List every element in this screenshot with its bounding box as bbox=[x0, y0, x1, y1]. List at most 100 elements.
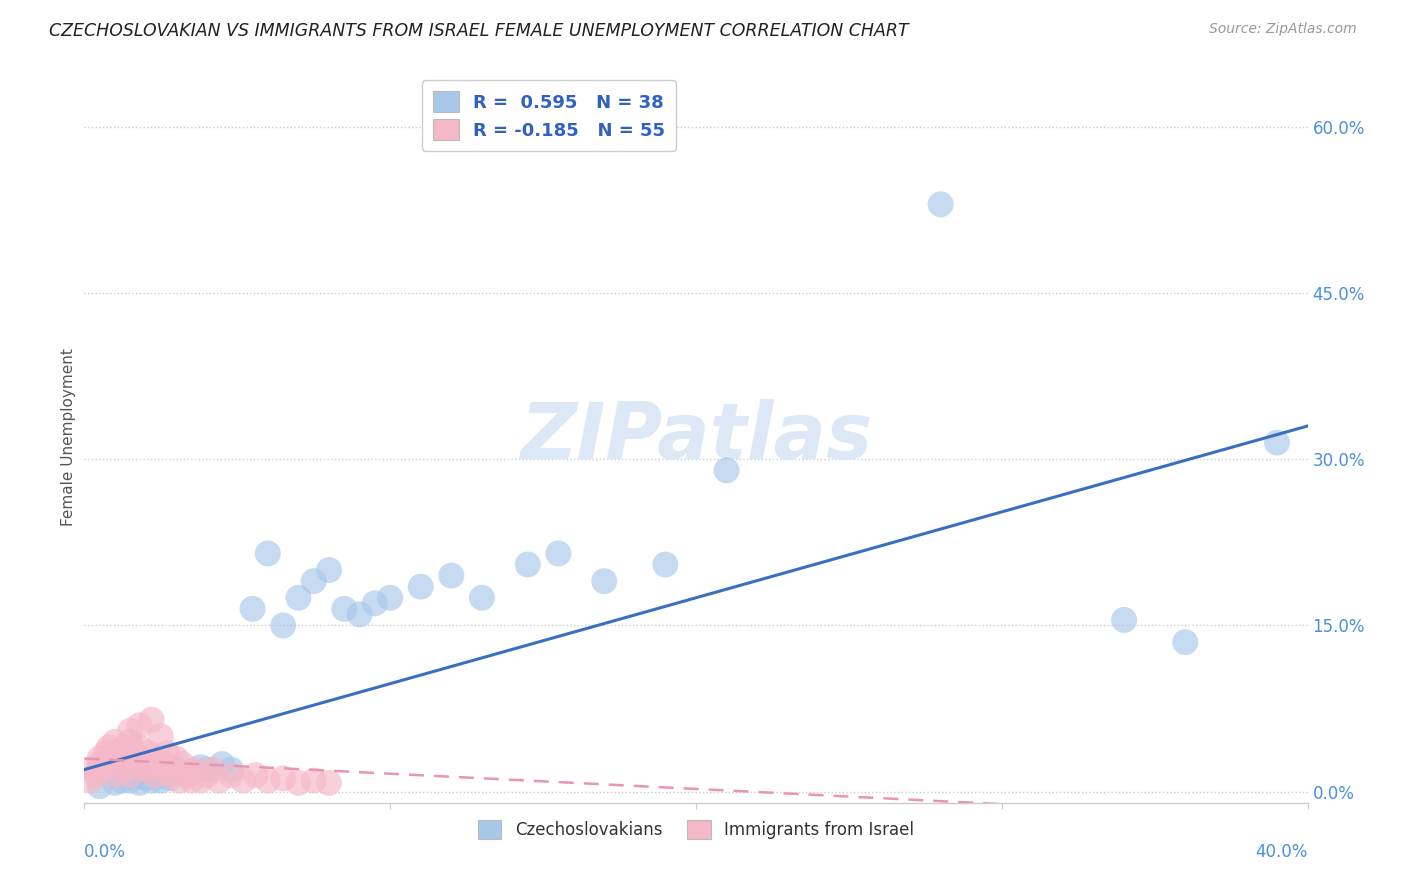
Point bbox=[91, 763, 114, 777]
Point bbox=[138, 746, 160, 760]
Text: ZIPatlas: ZIPatlas bbox=[520, 399, 872, 475]
Point bbox=[120, 735, 142, 749]
Point bbox=[159, 772, 181, 786]
Y-axis label: Female Unemployment: Female Unemployment bbox=[60, 348, 76, 526]
Text: Source: ZipAtlas.com: Source: ZipAtlas.com bbox=[1209, 22, 1357, 37]
Text: CZECHOSLOVAKIAN VS IMMIGRANTS FROM ISRAEL FEMALE UNEMPLOYMENT CORRELATION CHART: CZECHOSLOVAKIAN VS IMMIGRANTS FROM ISRAE… bbox=[49, 22, 908, 40]
Point bbox=[211, 757, 233, 772]
Point bbox=[318, 563, 340, 577]
Point bbox=[180, 773, 202, 788]
Point bbox=[1114, 613, 1136, 627]
Point bbox=[219, 768, 242, 782]
Point bbox=[115, 751, 138, 765]
Point bbox=[110, 757, 132, 772]
Point bbox=[149, 729, 172, 743]
Point bbox=[287, 591, 309, 605]
Point bbox=[440, 568, 463, 582]
Point bbox=[120, 768, 142, 782]
Point bbox=[201, 763, 224, 777]
Point bbox=[110, 773, 132, 788]
Point bbox=[94, 757, 117, 772]
Point bbox=[89, 779, 111, 793]
Point bbox=[112, 763, 135, 777]
Point bbox=[195, 768, 218, 782]
Point bbox=[593, 574, 616, 589]
Point bbox=[162, 763, 184, 777]
Point bbox=[83, 763, 105, 777]
Point bbox=[86, 768, 108, 782]
Point bbox=[101, 751, 124, 765]
Point bbox=[232, 773, 254, 788]
Point bbox=[547, 546, 569, 560]
Point bbox=[112, 740, 135, 755]
Point bbox=[318, 776, 340, 790]
Point bbox=[409, 580, 432, 594]
Point bbox=[208, 773, 231, 788]
Point bbox=[165, 763, 187, 777]
Point bbox=[516, 558, 538, 572]
Point bbox=[177, 768, 200, 782]
Point bbox=[716, 463, 738, 477]
Point bbox=[146, 751, 169, 765]
Point bbox=[128, 740, 150, 755]
Point bbox=[165, 751, 187, 765]
Point bbox=[471, 591, 494, 605]
Point bbox=[302, 574, 325, 589]
Point bbox=[107, 746, 129, 760]
Text: 0.0%: 0.0% bbox=[84, 843, 127, 861]
Point bbox=[120, 723, 142, 738]
Point bbox=[929, 197, 952, 211]
Point bbox=[141, 773, 163, 788]
Point bbox=[104, 735, 127, 749]
Point bbox=[122, 746, 145, 760]
Point bbox=[97, 740, 120, 755]
Point bbox=[128, 776, 150, 790]
Point bbox=[219, 763, 242, 777]
Point bbox=[190, 773, 212, 788]
Point bbox=[125, 757, 148, 772]
Point bbox=[94, 746, 117, 760]
Point bbox=[135, 772, 157, 786]
Point bbox=[149, 773, 172, 788]
Point bbox=[183, 763, 205, 777]
Point bbox=[149, 768, 172, 782]
Point bbox=[159, 768, 181, 782]
Point bbox=[287, 776, 309, 790]
Point bbox=[242, 602, 264, 616]
Point bbox=[333, 602, 356, 616]
Point bbox=[141, 713, 163, 727]
Point bbox=[654, 558, 676, 572]
Point bbox=[104, 776, 127, 790]
Point bbox=[135, 763, 157, 777]
Point bbox=[131, 751, 153, 765]
Point bbox=[153, 757, 176, 772]
Point bbox=[257, 773, 280, 788]
Point bbox=[190, 760, 212, 774]
Point bbox=[89, 757, 111, 772]
Point bbox=[349, 607, 371, 622]
Point bbox=[120, 773, 142, 788]
Legend: Czechoslovakians, Immigrants from Israel: Czechoslovakians, Immigrants from Israel bbox=[468, 810, 924, 849]
Point bbox=[149, 763, 172, 777]
Point bbox=[141, 757, 163, 772]
Point bbox=[364, 596, 387, 610]
Point bbox=[245, 768, 267, 782]
Point bbox=[172, 757, 194, 772]
Point bbox=[143, 768, 166, 782]
Point bbox=[380, 591, 402, 605]
Point bbox=[89, 751, 111, 765]
Point bbox=[271, 772, 294, 786]
Text: 40.0%: 40.0% bbox=[1256, 843, 1308, 861]
Point bbox=[128, 718, 150, 732]
Point bbox=[104, 768, 127, 782]
Point bbox=[302, 773, 325, 788]
Point bbox=[195, 763, 218, 777]
Point bbox=[1265, 435, 1288, 450]
Point bbox=[167, 773, 190, 788]
Point bbox=[257, 546, 280, 560]
Point bbox=[79, 773, 101, 788]
Point bbox=[271, 618, 294, 632]
Point bbox=[156, 746, 179, 760]
Point bbox=[180, 764, 202, 779]
Point bbox=[1174, 635, 1197, 649]
